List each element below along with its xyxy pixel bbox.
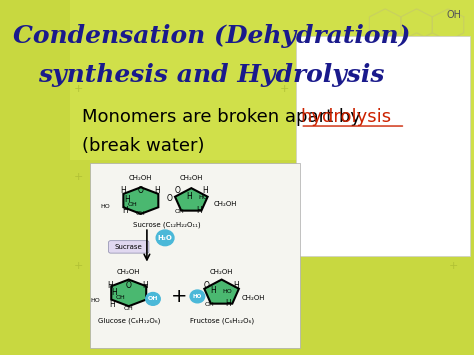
Text: Fructose (C₆H₁₂O₆): Fructose (C₆H₁₂O₆) [190, 318, 254, 324]
Text: H: H [202, 186, 209, 196]
Text: H: H [186, 192, 192, 201]
FancyBboxPatch shape [70, 0, 474, 355]
Text: +: + [73, 261, 83, 271]
Text: +: + [73, 84, 83, 94]
Text: H₂O: H₂O [158, 235, 173, 241]
Text: H: H [210, 286, 217, 295]
Text: OH: OH [447, 10, 461, 20]
Text: CH₂OH: CH₂OH [242, 295, 265, 301]
Polygon shape [175, 188, 208, 211]
Text: +: + [449, 84, 458, 94]
Text: Monomers are broken apart by: Monomers are broken apart by [82, 108, 367, 126]
Circle shape [146, 293, 160, 305]
Text: H: H [154, 186, 160, 196]
FancyBboxPatch shape [109, 241, 149, 253]
Text: synthesis and Hydrolysis: synthesis and Hydrolysis [38, 62, 385, 87]
Text: H: H [111, 288, 117, 297]
Text: H: H [124, 195, 129, 204]
Circle shape [190, 290, 205, 303]
Text: O: O [204, 280, 210, 290]
FancyBboxPatch shape [296, 36, 470, 256]
Text: O: O [174, 186, 180, 196]
Text: Glucose (C₆H₁₂O₆): Glucose (C₆H₁₂O₆) [98, 318, 160, 324]
Text: OH: OH [116, 295, 126, 300]
Text: Condensation (Dehydration): Condensation (Dehydration) [13, 23, 410, 48]
Text: OH: OH [174, 209, 184, 214]
Text: H: H [120, 186, 126, 196]
Text: HO: HO [91, 299, 100, 304]
Text: O: O [138, 186, 144, 195]
Text: hydrolysis: hydrolysis [301, 108, 392, 126]
Text: +: + [449, 261, 458, 271]
Text: HO: HO [101, 204, 110, 209]
Text: CH₂OH: CH₂OH [117, 269, 140, 275]
Text: H: H [108, 280, 113, 290]
Text: HO: HO [199, 195, 209, 200]
Text: HO: HO [223, 289, 233, 294]
Text: O: O [166, 193, 172, 203]
Text: CH₂OH: CH₂OH [213, 201, 237, 207]
Text: H: H [233, 280, 238, 290]
Text: +: + [280, 173, 289, 182]
Text: OH: OH [136, 211, 146, 216]
Text: H: H [225, 299, 230, 308]
Text: H: H [109, 300, 116, 309]
Polygon shape [123, 187, 158, 214]
Text: +: + [449, 173, 458, 182]
Text: OH: OH [128, 202, 137, 207]
Text: CH₂OH: CH₂OH [129, 175, 153, 181]
Text: H: H [122, 206, 128, 215]
Text: CH₂OH: CH₂OH [210, 269, 233, 275]
Text: H: H [142, 280, 148, 290]
Circle shape [156, 230, 174, 246]
Text: CH₂OH: CH₂OH [180, 175, 203, 181]
Text: OH: OH [205, 302, 214, 307]
Text: OH: OH [148, 296, 158, 301]
Text: OH: OH [124, 306, 134, 311]
Text: +: + [171, 287, 187, 306]
Text: Sucrase: Sucrase [115, 244, 143, 250]
Text: Sucrose (C₁₂H₂₂O₁₁): Sucrose (C₁₂H₂₂O₁₁) [133, 222, 201, 228]
FancyBboxPatch shape [70, 0, 474, 160]
Text: +: + [73, 173, 83, 182]
Polygon shape [204, 280, 239, 304]
Text: +: + [280, 84, 289, 94]
Polygon shape [111, 280, 146, 306]
Text: +: + [280, 261, 289, 271]
FancyBboxPatch shape [91, 163, 301, 348]
Text: H: H [197, 206, 202, 215]
Text: HO: HO [193, 294, 202, 299]
Text: O: O [126, 280, 132, 290]
Text: (break water): (break water) [82, 137, 205, 154]
